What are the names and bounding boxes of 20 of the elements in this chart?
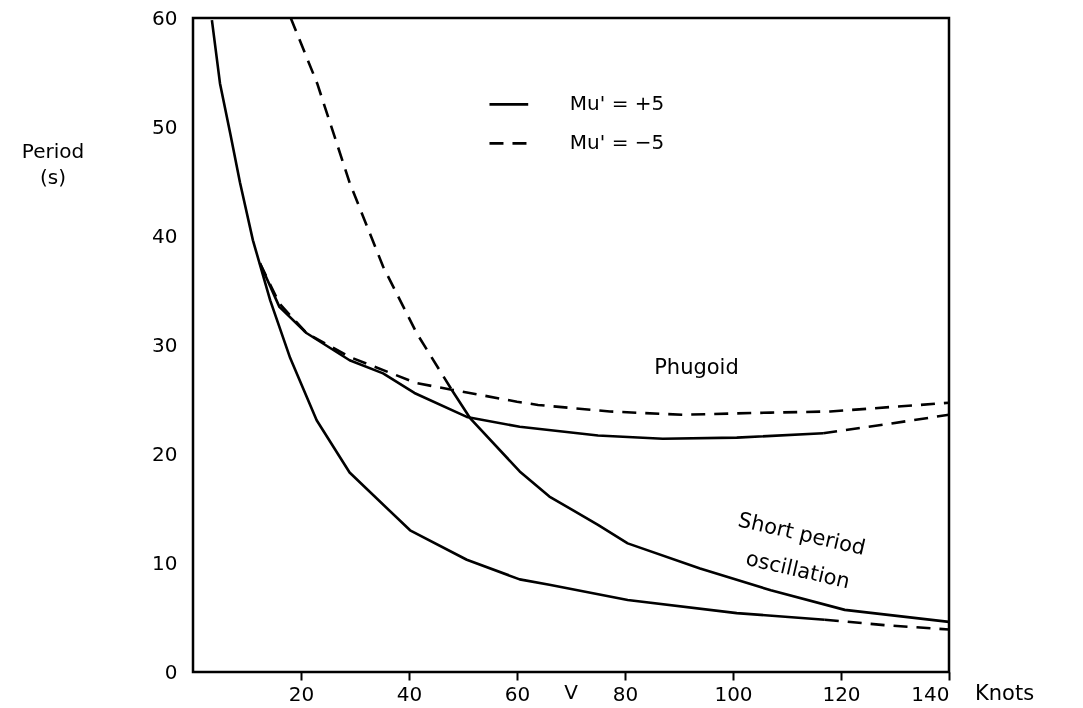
x-tick-label: 140 <box>911 681 950 706</box>
x-tick-label: 60 <box>504 681 531 706</box>
y-tick-label: 0 <box>164 659 178 684</box>
x-axis-title: V <box>564 680 579 704</box>
x-tick-label: 120 <box>822 681 861 706</box>
x-tick-label: 100 <box>714 681 753 706</box>
text: Knots <box>975 681 1035 705</box>
x-tick-label: 80 <box>612 681 639 706</box>
annotation: Phugoid <box>654 354 739 379</box>
x-tick-label: 20 <box>288 681 315 706</box>
y-tick-label: 50 <box>152 114 178 139</box>
legend-label: Mu' = +5 <box>569 91 665 116</box>
y-tick-label: 10 <box>152 550 178 575</box>
y-axis-title: Period (s) <box>21 139 85 190</box>
y-tick-label: 30 <box>152 332 178 357</box>
y-tick-label: 40 <box>152 223 178 248</box>
x-tick-label: 40 <box>396 681 423 706</box>
y-tick-label: 20 <box>152 441 178 466</box>
y-tick-label: 60 <box>152 5 178 30</box>
legend-label: Mu' = −5 <box>569 130 665 155</box>
